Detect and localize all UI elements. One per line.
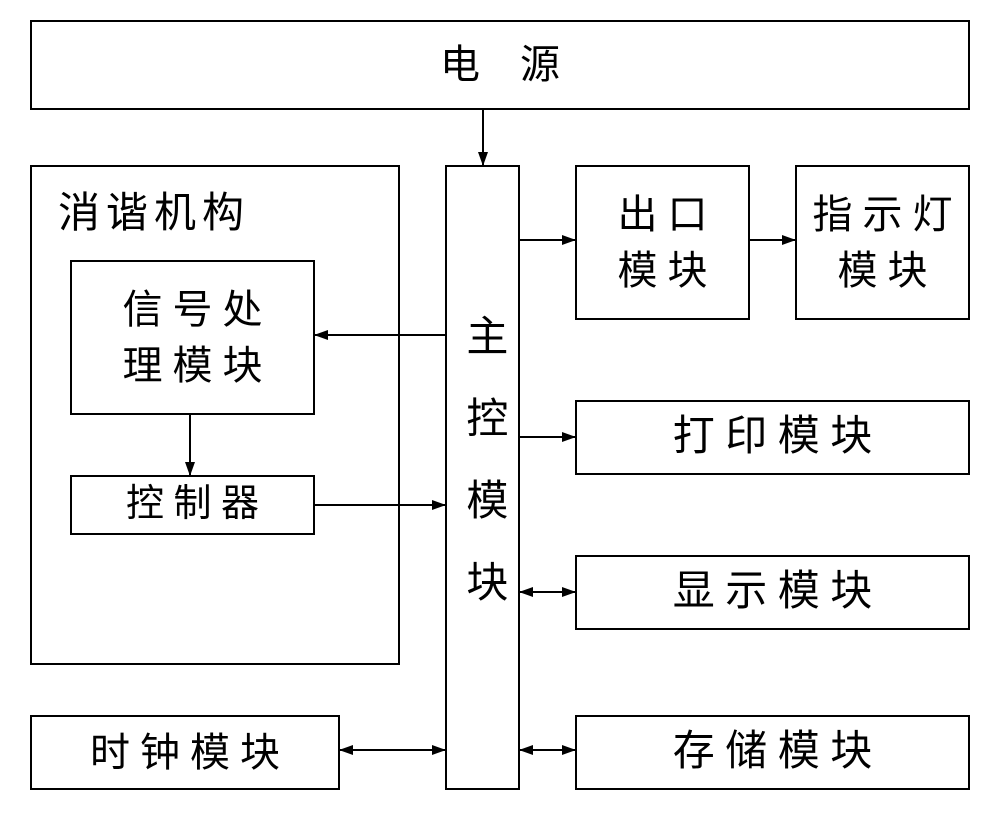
node-signal-label: 信 号 处 理 模 块 [123,282,263,394]
node-display-label: 显 示 模 块 [673,563,873,622]
node-storage-label: 存 储 模 块 [673,723,873,782]
node-signal: 信 号 处 理 模 块 [70,260,315,415]
node-main: 主控模块 [445,165,520,790]
node-indicator: 指 示 灯 模 块 [795,165,970,320]
node-outlet: 出 口 模 块 [575,165,750,320]
diagram-canvas: 电 源 消谐机构 信 号 处 理 模 块 控 制 器 时 钟 模 块 主控模块 … [0,0,1000,818]
node-harmonic-label: 消谐机构 [58,185,250,244]
node-outlet-label: 出 口 模 块 [618,187,708,299]
node-storage: 存 储 模 块 [575,715,970,790]
node-display: 显 示 模 块 [575,555,970,630]
node-clock: 时 钟 模 块 [30,715,340,790]
node-power: 电 源 [30,20,970,110]
node-indicator-label: 指 示 灯 模 块 [813,187,953,299]
node-harmonic: 消谐机构 [30,165,400,665]
node-power-label: 电 源 [440,37,560,93]
node-main-label: 主控模块 [453,314,512,642]
node-clock-label: 时 钟 模 块 [90,725,280,781]
node-controller-label: 控 制 器 [126,478,259,531]
node-print: 打 印 模 块 [575,400,970,475]
node-controller: 控 制 器 [70,475,315,535]
node-print-label: 打 印 模 块 [673,408,873,467]
